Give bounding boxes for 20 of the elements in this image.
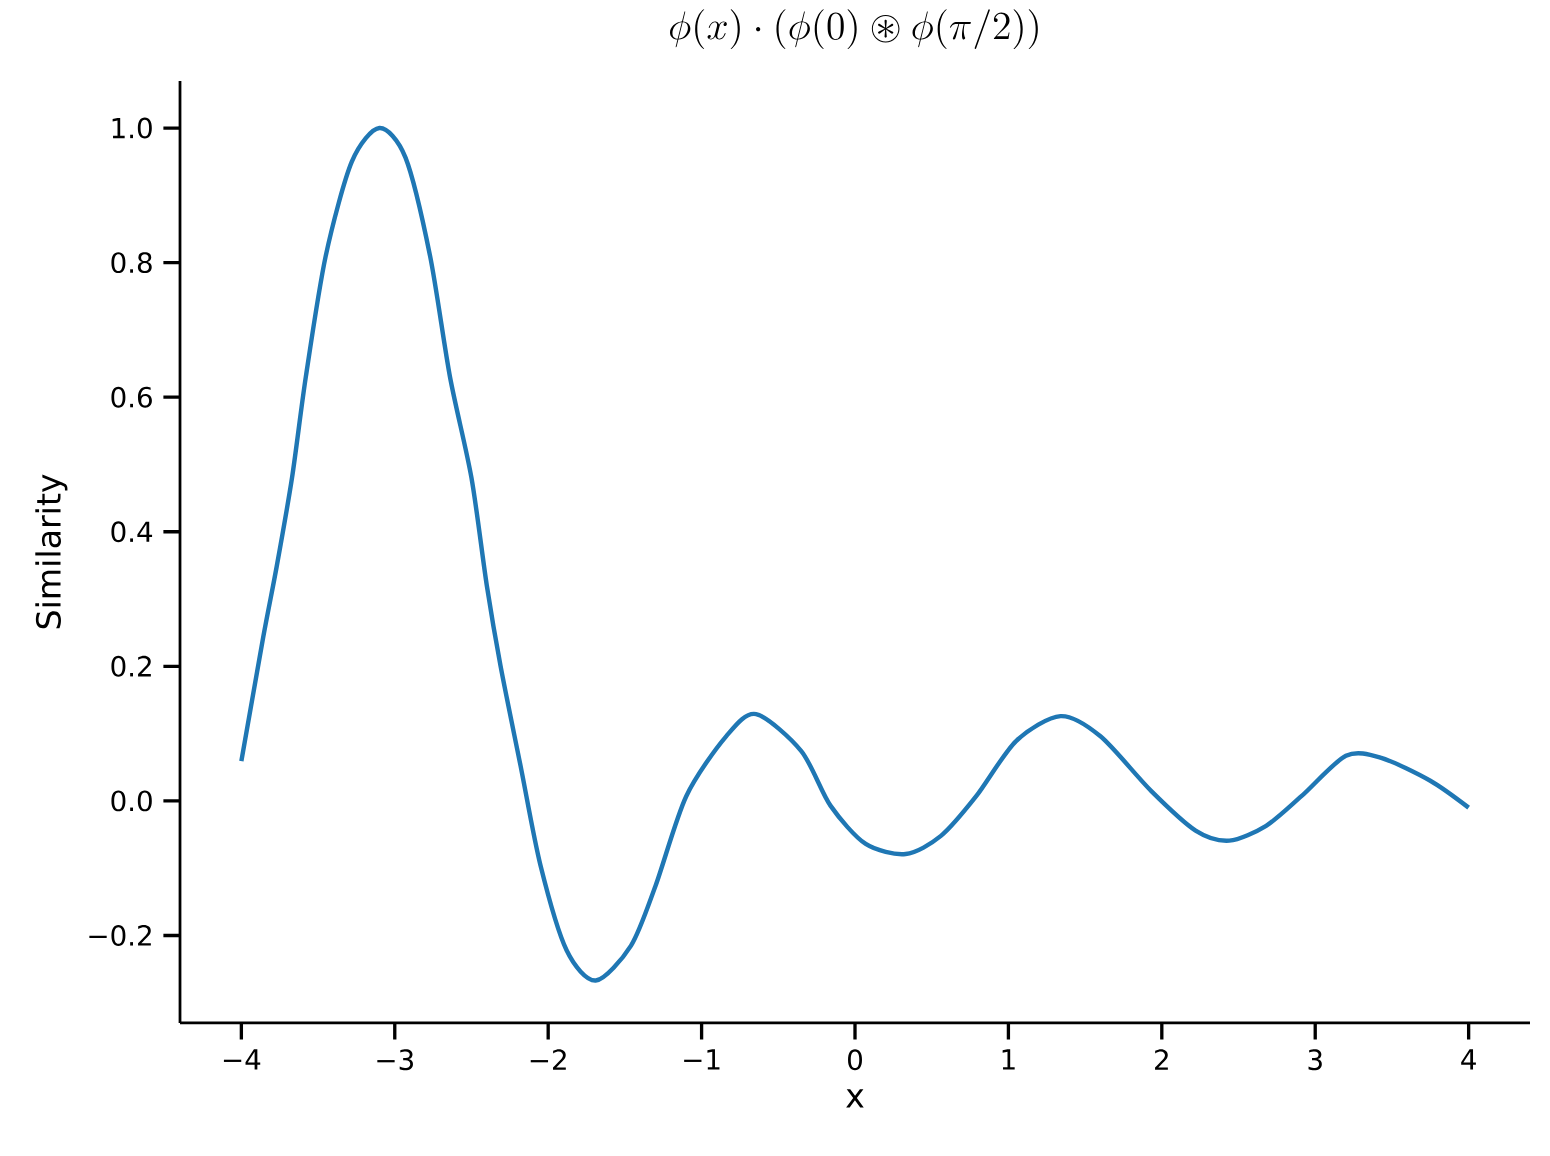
y-axis-title: Similarity (35, 474, 68, 629)
x-tick-label: 4 (1461, 1049, 1476, 1070)
x-tick-label: 3 (1308, 1049, 1322, 1071)
y-tick-label: −0.2 (89, 925, 151, 946)
line-series (239, 125, 1471, 983)
y-tick-label: 0.2 (111, 655, 151, 677)
x-tick-label: −3 (377, 1049, 413, 1071)
x-axis-title: x (846, 1089, 864, 1108)
x-tick-label: 2 (1155, 1049, 1168, 1070)
y-tick-label: 0.0 (111, 790, 152, 812)
y-tick-label: 0.8 (111, 252, 152, 274)
x-tick-label: −2 (530, 1049, 566, 1070)
x-tick-label: 0 (848, 1049, 862, 1071)
y-tick-label: 1.0 (112, 117, 152, 139)
x-tick-label: 1 (1002, 1049, 1015, 1070)
chart-title: $\phi(x)\cdot(\phi(0)\circledast\phi(\pi/2))$ (670, 9, 1038, 50)
x-tick-label: −1 (684, 1049, 720, 1070)
y-tick-label: 0.4 (111, 521, 153, 543)
x-tick-label: −4 (223, 1049, 261, 1070)
y-tick-label: 0.6 (111, 386, 152, 408)
